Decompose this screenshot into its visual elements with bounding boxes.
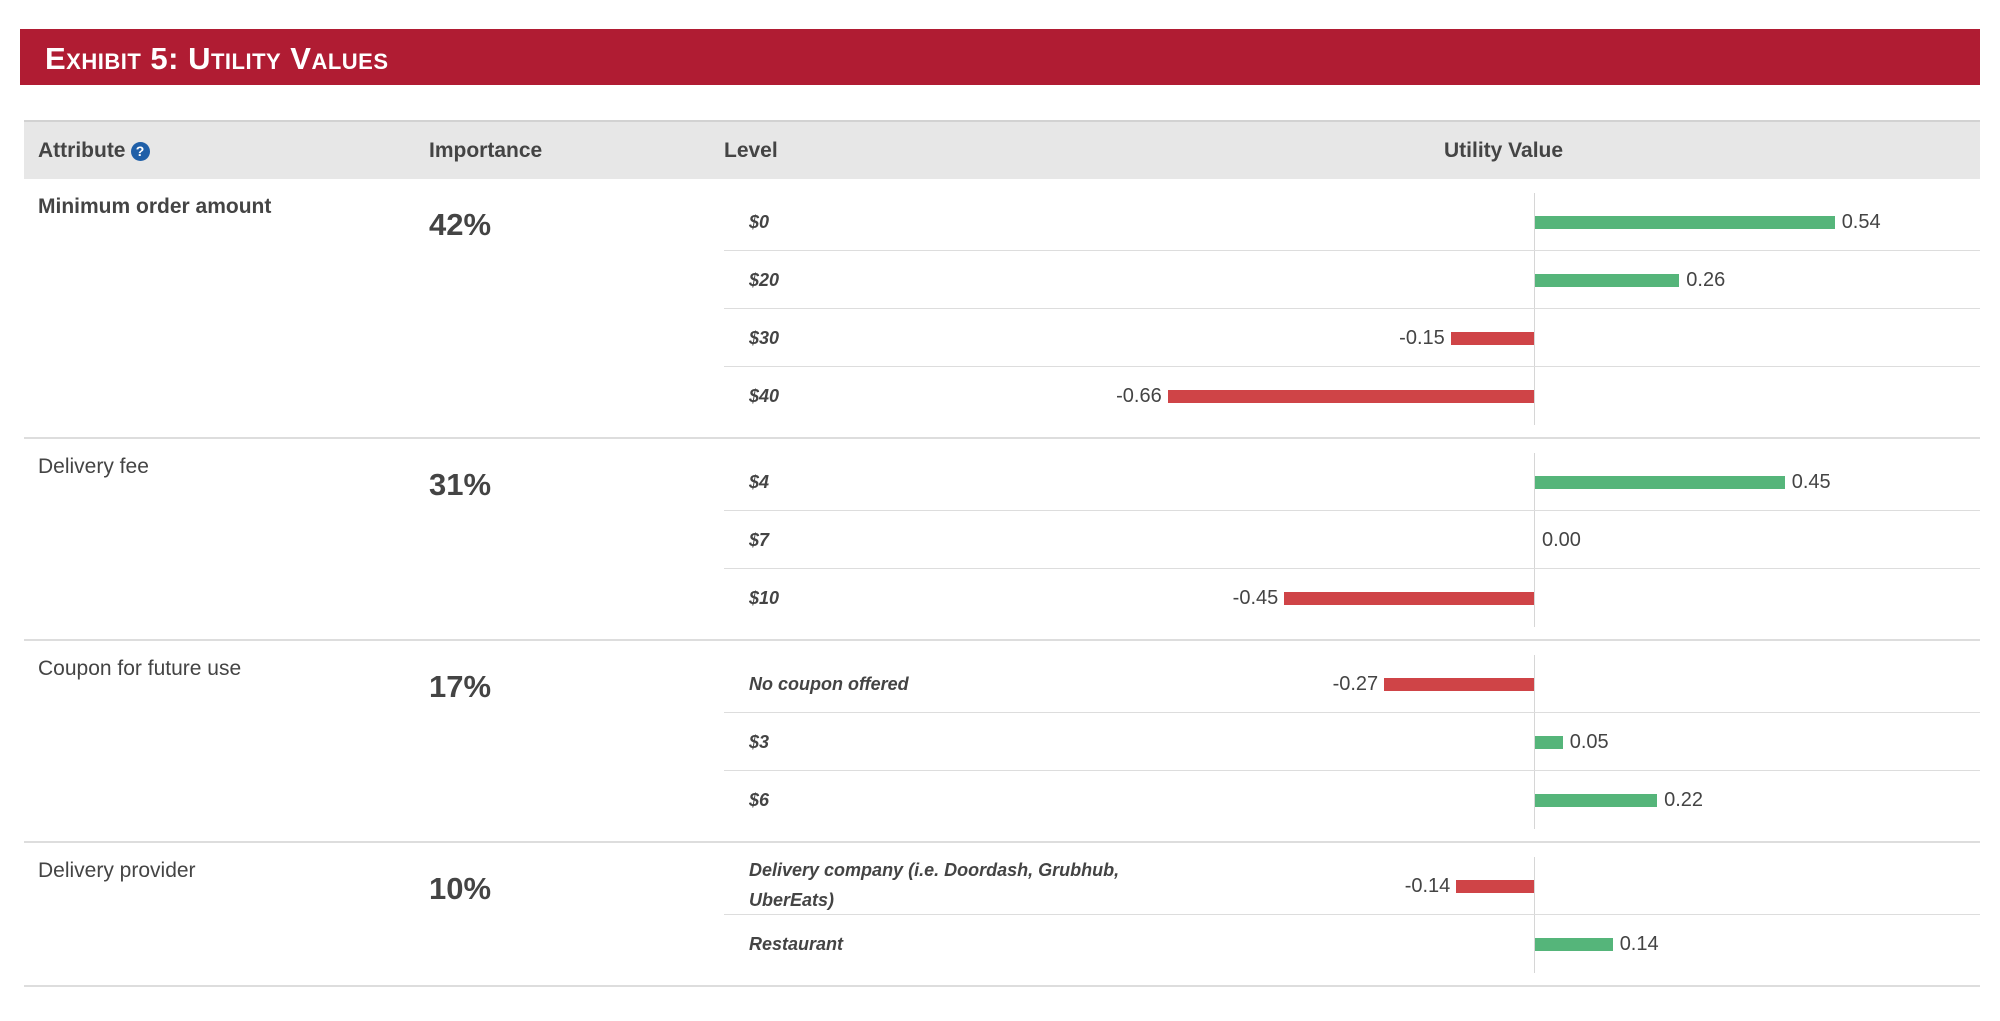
utility-table: Attribute? Importance Level Utility Valu…: [24, 120, 1980, 987]
level-label: $3: [749, 732, 770, 752]
utility-value-label: 0.22: [1664, 789, 1704, 811]
utility-value-label: -0.45: [1232, 587, 1279, 609]
level-label: $30: [749, 328, 780, 348]
utility-value-label: 0.54: [1841, 211, 1881, 233]
attribute-column-header: Attribute?: [38, 139, 150, 163]
table-header: Attribute? Importance Level Utility Valu…: [24, 120, 1980, 179]
level-label: $4: [749, 472, 770, 492]
level-label: Restaurant: [749, 934, 844, 954]
level-row: Delivery company (i.e. Doordash, Grubhub…: [724, 857, 1980, 915]
level-label: $40: [749, 386, 780, 406]
utility-bar: [1284, 592, 1534, 605]
exhibit-title: Exhibit 5: Utility Values: [45, 41, 389, 76]
utility-bar: [1450, 332, 1534, 345]
utility-value-label: -0.66: [1116, 385, 1162, 407]
level-row: $7 0.00: [724, 511, 1980, 569]
level-label: $0: [749, 212, 770, 232]
utility-bar: [1535, 476, 1785, 489]
utility-value-label: -0.14: [1404, 875, 1451, 897]
level-row: Restaurant 0.14: [724, 915, 1980, 973]
attribute-header-label: Attribute: [38, 139, 126, 162]
utility-bar: [1535, 736, 1563, 749]
zero-axis-line: [1534, 857, 1535, 973]
question-circle-icon[interactable]: ?: [130, 142, 150, 161]
attribute-name: Minimum order amount: [38, 195, 272, 218]
level-row: $30 -0.15: [724, 309, 1980, 367]
level-label: $6: [749, 790, 770, 810]
attribute-group: Coupon for future use 17% No coupon offere…: [24, 641, 1980, 843]
utility-value-label: -0.15: [1399, 327, 1445, 349]
attribute-name: Coupon for future use: [38, 657, 242, 680]
level-row: $10 -0.45: [724, 569, 1980, 627]
importance-value: 42%: [429, 207, 492, 242]
utility-bar: [1535, 794, 1658, 807]
utility-bar: [1384, 678, 1534, 691]
importance-value: 17%: [429, 669, 492, 704]
attribute-name: Delivery provider: [38, 859, 196, 882]
level-column-header: Level: [724, 139, 778, 162]
level-label: $7: [749, 530, 770, 550]
attribute-group: Minimum order amount 42% $0 0.54 $20 0.26 $30 -…: [24, 179, 1980, 439]
importance-value: 10%: [429, 871, 492, 906]
importance-value: 31%: [429, 467, 492, 502]
level-row: No coupon offered -0.27: [724, 655, 1980, 713]
zero-axis-line: [1534, 655, 1535, 829]
level-row: $3 0.05: [724, 713, 1980, 771]
attribute-group: Delivery fee 31% $4 0.45 $7 0.00 $10 -0.45: [24, 439, 1980, 641]
level-row: $6 0.22: [724, 771, 1980, 829]
zero-axis-line: [1534, 193, 1535, 425]
utility-value-label: -0.27: [1332, 673, 1379, 695]
utility-bar: [1535, 274, 1680, 287]
utility-bar: [1535, 216, 1835, 229]
utility-value-label: 0.14: [1619, 933, 1659, 955]
importance-column-header: Importance: [429, 139, 543, 162]
attribute-name: Delivery fee: [38, 455, 149, 478]
level-label: $20: [749, 270, 780, 290]
utility-value-label: 0.26: [1686, 269, 1726, 291]
level-label: No coupon offered: [749, 674, 909, 694]
utility-bar: [1456, 880, 1534, 893]
level-row: $40 -0.66: [724, 367, 1980, 425]
exhibit-banner: Exhibit 5: Utility Values: [20, 29, 1980, 85]
utility-bar: [1167, 390, 1534, 403]
utility-value-label: 0.00: [1542, 529, 1581, 551]
level-row: $20 0.26: [724, 251, 1980, 309]
level-row: $4 0.45: [724, 453, 1980, 511]
utility-value-label: 0.45: [1791, 471, 1831, 493]
level-label: $10: [749, 588, 780, 608]
level-label: Delivery company (i.e. Doordash, Grubhub…: [749, 860, 1120, 910]
zero-axis-line: [1534, 453, 1535, 627]
utility-value-label: 0.05: [1569, 731, 1609, 753]
utility-column-header: Utility Value: [1444, 139, 1564, 162]
utility-bar: [1535, 938, 1613, 951]
level-row: $0 0.54: [724, 193, 1980, 251]
attribute-group: Delivery provider 10% Delivery company (i.…: [24, 843, 1980, 987]
